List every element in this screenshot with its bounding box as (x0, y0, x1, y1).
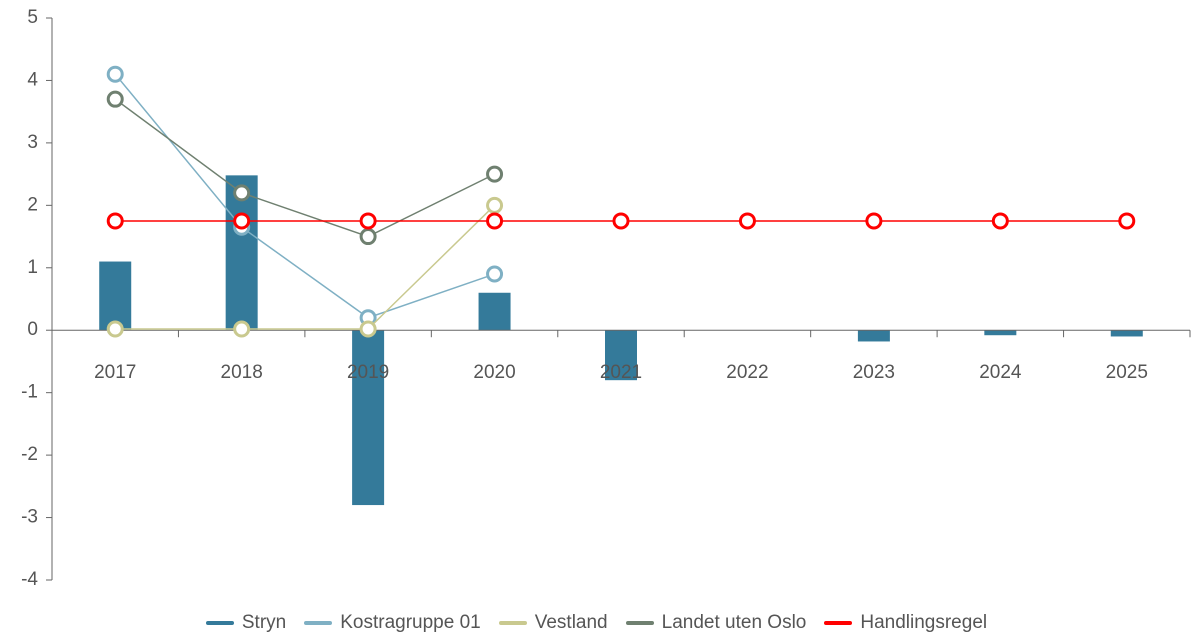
legend-swatch (824, 621, 853, 625)
x-tick-label: 2021 (600, 362, 642, 383)
chart: -4 -3 -2 -1 0 1 2 3 4 5 2017 2018 2019 2020 2021 2022 20… (21, 7, 1191, 590)
bar (478, 292, 511, 331)
marker (1118, 212, 1136, 230)
x-tick-label: 2023 (853, 362, 895, 383)
marker (359, 228, 377, 246)
legend-label: Stryn (241, 612, 287, 633)
marker (486, 265, 504, 283)
bar (857, 330, 890, 342)
x-tick-label: 2018 (221, 362, 263, 383)
marker (359, 320, 377, 338)
marker (106, 212, 124, 230)
legend-item[interactable]: Stryn (205, 612, 287, 634)
legend-swatch (205, 621, 234, 625)
x-tick-label: 2019 (347, 362, 389, 383)
x-tick-label: 2024 (979, 362, 1022, 383)
y-tick-label: 0 (27, 319, 38, 340)
marker (486, 196, 504, 214)
bar (605, 330, 637, 381)
legend-label: Vestland (534, 612, 608, 633)
bar (99, 261, 132, 331)
x-tick-label: 2022 (726, 362, 768, 383)
y-tick-label: -1 (21, 382, 38, 403)
y-tick-label: 1 (27, 257, 38, 278)
bar (352, 330, 385, 506)
marker (738, 212, 756, 230)
legend-swatch (498, 621, 527, 625)
y-tick-label: 4 (27, 69, 38, 90)
marker (233, 184, 251, 202)
legend: Stryn Kostragruppe 01 Vestland Landet uten … (0, 612, 1193, 634)
bar (984, 330, 1017, 336)
marker (359, 212, 377, 230)
marker (865, 212, 883, 230)
line (114, 73, 495, 319)
marker (612, 212, 630, 230)
legend-item[interactable]: Vestland (498, 612, 608, 634)
legend-label: Landet uten Oslo (661, 612, 807, 633)
legend-item[interactable]: Kostragruppe 01 (304, 612, 481, 634)
line (114, 98, 495, 238)
marker (486, 165, 504, 183)
y-tick-label: 5 (27, 7, 38, 28)
legend-label: Handlingsregel (860, 612, 988, 633)
marker (233, 320, 251, 338)
y-tick-label: 3 (27, 132, 38, 153)
y-tick-label: 2 (27, 194, 38, 215)
marker (233, 212, 251, 230)
x-tick-label: 2025 (1106, 362, 1148, 383)
x-tick-label: 2017 (94, 362, 136, 383)
legend-item[interactable]: Handlingsregel (824, 612, 987, 634)
marker (106, 320, 124, 338)
line (115, 204, 496, 330)
y-tick-label: -3 (21, 507, 38, 528)
x-tick-label: 2020 (473, 362, 515, 383)
legend-swatch (625, 621, 654, 625)
legend-swatch (304, 621, 333, 625)
bar (1110, 330, 1143, 337)
y-tick-label: -4 (21, 569, 38, 590)
legend-item[interactable]: Landet uten Oslo (625, 612, 807, 634)
marker (106, 65, 124, 83)
marker (991, 212, 1009, 230)
marker (486, 212, 504, 230)
legend-label: Kostragruppe 01 (340, 612, 481, 633)
marker (106, 90, 124, 108)
y-tick-label: -2 (21, 444, 38, 465)
